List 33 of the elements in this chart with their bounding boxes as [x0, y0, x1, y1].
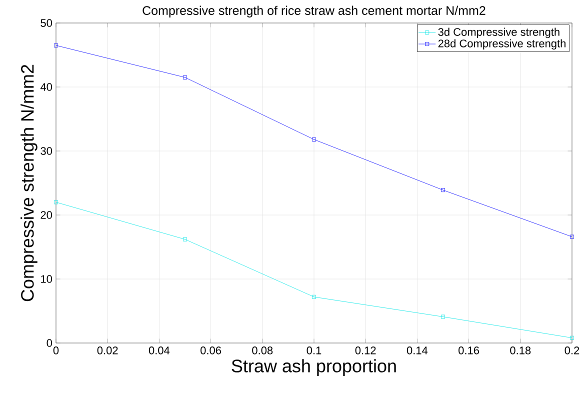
y-tick-label: 40 [40, 83, 52, 91]
line-series [54, 200, 574, 340]
x-tick-label: 0.04 [148, 346, 170, 354]
point [312, 294, 316, 299]
point [312, 137, 316, 142]
x-tick-label: 0.16 [458, 346, 480, 354]
point [54, 43, 58, 48]
y-axis-title: Compressive strength N/mm2 [20, 64, 38, 302]
y-tick-label: 30 [40, 147, 52, 155]
point [441, 314, 445, 319]
x-tick-label: 0.18 [510, 346, 531, 354]
x-axis-title: Straw ash proportion [232, 359, 396, 376]
x-tick-label: 0 [53, 346, 59, 354]
x-tick-label: 0.08 [252, 346, 273, 354]
x-tick-label: 0.06 [200, 346, 222, 354]
point [183, 237, 187, 242]
chart-title: Compressive strength of rice straw ash cement mortar N/mm2 [142, 6, 486, 18]
point [183, 75, 187, 80]
y-tick-label: 20 [40, 211, 52, 219]
point [54, 200, 58, 204]
y-tick-label: 10 [41, 275, 52, 283]
y-tick-label: 50 [40, 19, 52, 27]
point [570, 336, 574, 340]
x-tick-label: 0.12 [355, 346, 376, 354]
x-tick-label: 0.14 [406, 346, 428, 354]
point [441, 188, 445, 192]
legend-label: 3d Compressive strength [438, 28, 560, 38]
x-tick-label: 0.1 [306, 346, 322, 354]
x-tick-label: 0.02 [97, 346, 118, 354]
point [570, 234, 574, 239]
y-tick-label: 0 [46, 339, 52, 347]
x-tick-label: 0.2 [564, 346, 580, 354]
legend-label: 28d Compressive strength [438, 39, 566, 50]
